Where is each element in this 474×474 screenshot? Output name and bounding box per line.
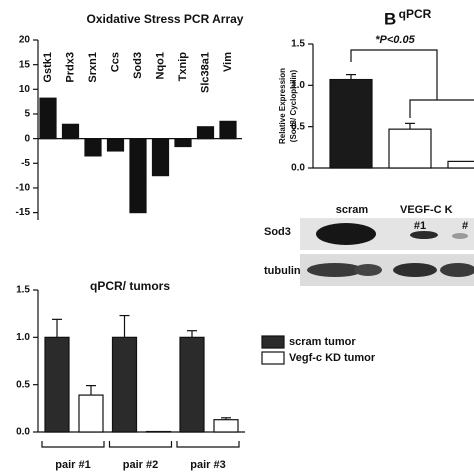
- bar: [111, 336, 138, 433]
- panel-label: B: [384, 9, 396, 28]
- lane-label: scram: [336, 204, 369, 216]
- x-tick-label: pair #3: [190, 459, 225, 471]
- chart-title: qPCR/ tumors: [90, 279, 170, 293]
- x-tick-label: Gstk1: [42, 52, 54, 83]
- x-tick-label: Sod3: [132, 52, 144, 79]
- bar: [84, 138, 102, 157]
- x-tick-label: Vim: [222, 52, 234, 72]
- y-tick-label: 0.5: [291, 121, 305, 132]
- legend-swatch: [261, 335, 285, 349]
- y-axis-label: Relative Expression: [278, 68, 287, 144]
- blot-band: [307, 263, 363, 277]
- pair-bracket: [108, 441, 173, 448]
- bar: [44, 336, 70, 433]
- x-tick-label: Slc38a1: [199, 52, 211, 93]
- y-tick-label: -5: [21, 158, 30, 169]
- legend-swatch: [261, 351, 285, 365]
- x-tick-label: Nqo1: [154, 52, 166, 80]
- blot-band: [316, 223, 376, 245]
- y-tick-label: 5: [24, 109, 30, 120]
- bar: [129, 138, 147, 214]
- y-tick-label: 20: [19, 35, 31, 46]
- lane-label: #1: [414, 220, 426, 232]
- chart-title: Oxidative Stress PCR Array: [87, 12, 244, 26]
- blot-band: [393, 263, 437, 277]
- blot-band: [410, 231, 438, 239]
- bar: [61, 123, 80, 140]
- bar: [179, 336, 205, 433]
- pair-bracket: [41, 441, 105, 448]
- blot-band: [452, 233, 468, 239]
- blot-band: [440, 263, 474, 277]
- bar: [219, 120, 237, 140]
- bar: [106, 138, 125, 152]
- y-tick-label: 1.5: [16, 285, 30, 296]
- x-tick-label: Srxn1: [87, 52, 99, 83]
- lane-label: #: [462, 220, 468, 232]
- pair-bracket: [176, 441, 240, 448]
- y-tick-label: 15: [19, 59, 31, 70]
- y-tick-label: -15: [16, 207, 31, 218]
- y-tick-label: 1.0: [291, 80, 305, 91]
- legend-label: Vegf-c KD tumor: [289, 352, 376, 364]
- annotation: *P<0.05: [375, 34, 415, 46]
- chart-title: qPCR: [399, 7, 432, 21]
- x-tick-label: pair #1: [55, 459, 90, 471]
- bar: [174, 138, 192, 148]
- y-axis-label: (Sod3/ Cyclophilin): [289, 69, 298, 142]
- y-tick-label: 10: [19, 84, 31, 95]
- y-tick-label: 1.0: [16, 332, 30, 343]
- bar: [196, 126, 215, 140]
- significance-bracket: [350, 49, 438, 100]
- row-label: Sod3: [264, 226, 291, 238]
- y-tick-label: 0.5: [16, 379, 30, 390]
- bar: [39, 97, 57, 140]
- x-tick-label: Prdx3: [64, 52, 76, 83]
- bar: [213, 419, 239, 433]
- y-tick-label: 0.0: [16, 427, 30, 438]
- bar: [447, 160, 474, 169]
- western-blot: [300, 218, 474, 286]
- row-label: tubulin: [264, 265, 301, 277]
- bar: [151, 138, 170, 177]
- y-tick-label: 1.5: [291, 39, 305, 50]
- y-tick-label: 0: [24, 133, 30, 144]
- bar: [78, 394, 104, 433]
- bar: [329, 78, 373, 169]
- bar: [388, 128, 432, 169]
- x-tick-label: Ccs: [109, 52, 121, 72]
- y-tick-label: -10: [16, 183, 31, 194]
- significance-bracket: [409, 99, 474, 118]
- blot-band: [354, 264, 382, 276]
- x-tick-label: pair #2: [123, 459, 158, 471]
- x-tick-label: Txnip: [177, 52, 189, 82]
- lane-label: VEGF-C K: [400, 204, 453, 216]
- legend-label: scram tumor: [289, 336, 356, 348]
- y-tick-label: 0.0: [291, 163, 305, 174]
